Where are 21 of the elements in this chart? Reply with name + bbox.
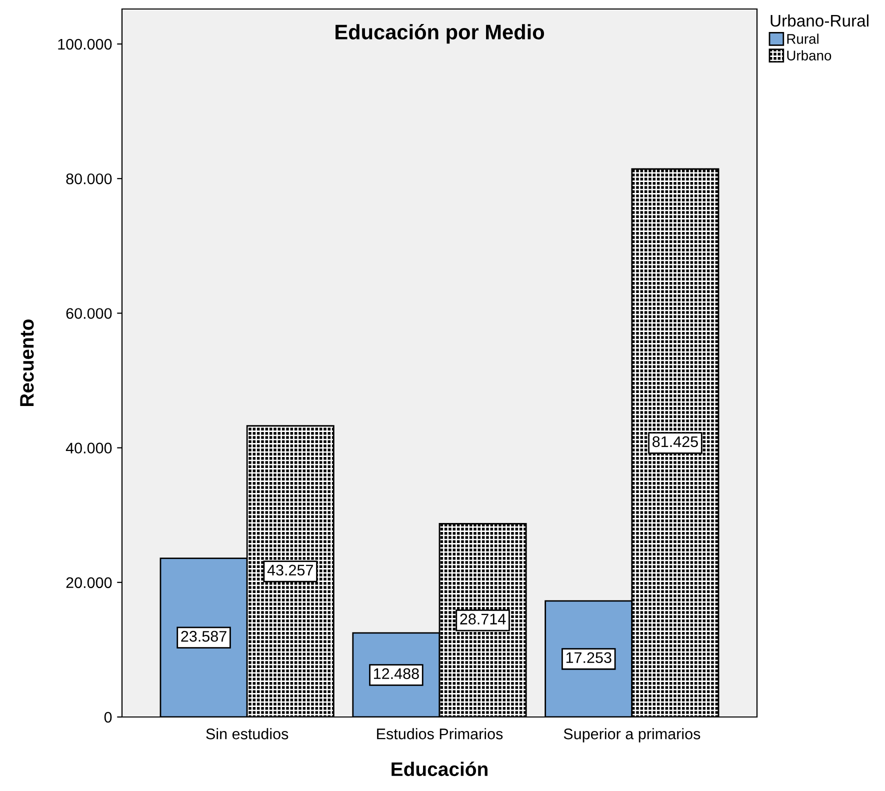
data-label: 28.714 xyxy=(460,614,506,624)
text: Educación por Medio xyxy=(336,24,544,44)
data-label: 12.488 xyxy=(374,668,419,680)
y-tick-label: 60.000 xyxy=(66,308,112,319)
y-tick-label: 80.000 xyxy=(66,173,112,184)
y-tick-label: 20.000 xyxy=(66,577,112,588)
x-tick-label: Estudios Primarios xyxy=(377,728,503,740)
y-axis-title: Recuento xyxy=(20,319,34,406)
legend-title: Urbano-Rural xyxy=(770,14,868,27)
y-tick-label: 100.000 xyxy=(58,38,112,50)
x-tick-label: Sin estudios xyxy=(206,728,288,740)
legend-label: Rural xyxy=(787,34,818,44)
data-label: 23.587 xyxy=(181,630,226,642)
x-tick-label: Superior a primarios xyxy=(564,728,700,742)
y-tick-label: 0 xyxy=(104,712,112,723)
data-label: 17.253 xyxy=(566,652,612,664)
y-tick-label: 40.000 xyxy=(66,442,112,454)
x-axis-title: Educación xyxy=(392,762,488,776)
data-label: 81.425 xyxy=(652,436,698,448)
legend-label: Urbano xyxy=(787,50,832,60)
data-label: 43.257 xyxy=(267,564,313,576)
